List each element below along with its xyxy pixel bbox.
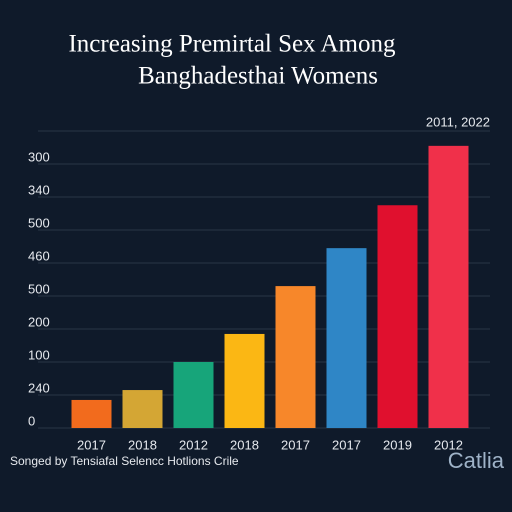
x-tick-label: 2019 (383, 437, 412, 452)
x-tick-label: 2018 (230, 437, 259, 452)
bar (122, 390, 163, 428)
source: Songed by Tensiafal Selencc Hotlions Cri… (10, 454, 239, 468)
y-tick-label: 300 (28, 149, 50, 164)
bar (173, 362, 214, 428)
y-tick-label: 460 (28, 248, 50, 263)
x-tick-label: 2018 (128, 437, 157, 452)
bar (275, 286, 316, 428)
bar (326, 248, 367, 428)
bar (377, 205, 418, 428)
bar (71, 399, 112, 428)
x-tick-label: 2017 (77, 437, 106, 452)
chart-title: Banghadesthai Womens (138, 63, 378, 90)
x-tick-label: 2017 (332, 437, 361, 452)
annotation: 2011, 2022 (426, 114, 490, 129)
brand: Catlia (448, 448, 505, 473)
y-tick-label: 500 (28, 215, 50, 230)
bar (428, 145, 469, 428)
y-tick-label: 240 (28, 380, 50, 395)
chart-title: Increasing Premirtal Sex Among (68, 31, 396, 58)
y-tick-label: 0 (28, 413, 35, 428)
y-tick-label: 100 (28, 347, 50, 362)
x-tick-label: 2017 (281, 437, 310, 452)
y-tick-label: 340 (28, 182, 50, 197)
y-tick-label: 200 (28, 314, 50, 329)
x-tick-label: 2012 (179, 437, 208, 452)
y-tick-label: 500 (28, 281, 50, 296)
bar (224, 333, 265, 428)
x-tick-label: 2012 (434, 437, 463, 452)
